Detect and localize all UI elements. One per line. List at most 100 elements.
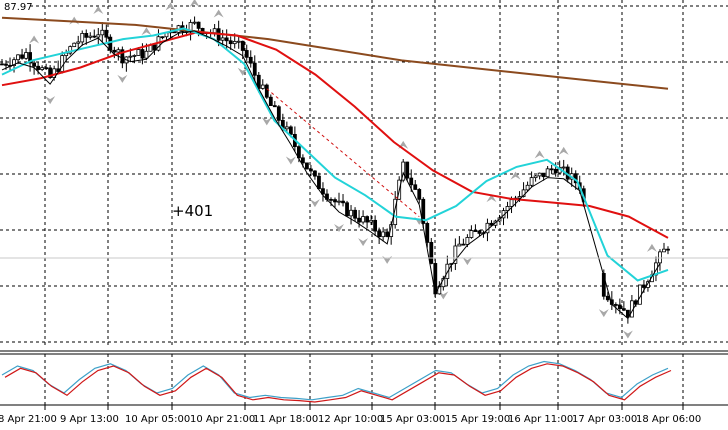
candle-body-86 — [345, 202, 349, 217]
candle-body-115 — [461, 243, 466, 246]
fractal-markers — [29, 0, 657, 339]
candle-body-77 — [309, 168, 313, 172]
candle-body-92 — [369, 219, 374, 223]
candle-body-63 — [252, 62, 257, 76]
series-line-cyan-ma — [1, 27, 669, 282]
candle-body-57 — [228, 40, 233, 45]
candle-body-82 — [329, 198, 333, 201]
candle-body-71 — [284, 126, 289, 130]
candle-body-25 — [100, 29, 105, 36]
candle-body-56 — [224, 37, 229, 42]
candle-body-104 — [417, 189, 422, 200]
candle-body-3 — [12, 59, 16, 67]
candle-body-6 — [24, 52, 28, 59]
fractal-marker-10 — [261, 117, 272, 126]
candle-body-166 — [666, 248, 670, 251]
candle-body-96 — [385, 231, 390, 237]
candle-body-76 — [305, 162, 309, 170]
candle-body-53 — [212, 28, 217, 34]
candle-body-10 — [40, 67, 45, 70]
candle-body-62 — [248, 56, 253, 64]
candle-body-84 — [337, 200, 341, 203]
x-axis: 8 Apr 21:00 9 Apr 13:00 10 Apr 05:00 10 Apr… — [0, 405, 701, 425]
fractal-marker-1 — [45, 96, 56, 105]
candle-body-134 — [537, 172, 542, 177]
candle-body-47 — [188, 22, 193, 33]
fractal-marker-7 — [189, 0, 200, 7]
candle-body-36 — [144, 50, 149, 59]
candle-body-75 — [301, 157, 305, 164]
candle-body-127 — [509, 199, 514, 207]
candle-body-100 — [401, 161, 406, 181]
annotation-label: +401 — [172, 202, 213, 220]
candle-body-154 — [617, 304, 622, 310]
candle-body-113 — [453, 245, 458, 264]
candle-body-5 — [20, 54, 24, 59]
candle-body-136 — [545, 168, 550, 178]
candle-body-119 — [477, 230, 482, 234]
candle-body-19 — [76, 41, 81, 44]
candle-body-34 — [136, 49, 141, 56]
fractal-marker-20 — [486, 194, 497, 203]
candle-body-80 — [321, 188, 325, 195]
fractal-marker-21 — [510, 171, 521, 180]
fractal-marker-13 — [334, 223, 345, 232]
fractal-marker-26 — [646, 243, 657, 252]
x-tick-label-10: 18 Apr 06:00 — [636, 414, 701, 425]
fractal-marker-5 — [141, 27, 152, 36]
fractal-marker-8 — [213, 9, 224, 18]
fractal-marker-23 — [558, 146, 569, 155]
fractal-marker-3 — [93, 5, 104, 14]
candle-body-68 — [272, 105, 277, 108]
candle-body-89 — [357, 217, 361, 223]
candle-body-95 — [381, 231, 386, 238]
candle-body-48 — [192, 21, 197, 24]
candle-body-165 — [662, 248, 666, 253]
candle-body-90 — [361, 216, 365, 223]
candle-body-83 — [333, 199, 337, 203]
x-tick-label-3: 10 Apr 21:00 — [190, 414, 255, 425]
candle-body-161 — [646, 281, 650, 288]
candle-body-135 — [541, 172, 546, 178]
fractal-marker-24 — [598, 309, 609, 318]
candle-body-30 — [120, 49, 125, 64]
x-tick-label-2: 10 Apr 05:00 — [125, 414, 190, 425]
candle-body-126 — [505, 206, 510, 211]
candle-body-133 — [533, 175, 538, 179]
oscillator-line-red — [4, 363, 672, 403]
x-tick-label-7: 15 Apr 19:00 — [445, 414, 510, 425]
candle-body-98 — [393, 198, 398, 226]
candle-body-22 — [88, 35, 93, 38]
candle-body-26 — [104, 29, 109, 38]
x-tick-label-5: 12 Apr 10:00 — [318, 414, 383, 425]
candle-body-160 — [642, 284, 646, 288]
candle-body-85 — [341, 200, 345, 204]
candle-body-12 — [48, 67, 53, 78]
candle-body-102 — [409, 177, 414, 186]
candle-body-131 — [525, 184, 530, 191]
candle-body-140 — [561, 166, 566, 169]
oscillator-line-blue — [1, 360, 669, 401]
candle-body-55 — [220, 37, 225, 41]
candle-body-61 — [244, 50, 249, 58]
candle-body-88 — [353, 209, 357, 219]
candle-body-164 — [658, 251, 662, 264]
fractal-marker-22 — [534, 150, 545, 159]
price-label: 87.97 — [4, 2, 33, 13]
candle-body-28 — [112, 49, 117, 53]
candle-body-118 — [473, 230, 478, 232]
fractal-marker-0 — [29, 35, 40, 44]
candle-body-0 — [0, 63, 4, 66]
candle-body-151 — [605, 295, 610, 301]
candle-body-27 — [108, 36, 113, 51]
fractal-marker-14 — [358, 238, 369, 247]
candle-body-29 — [116, 49, 121, 53]
candle-body-94 — [377, 230, 382, 238]
candle-body-38 — [152, 44, 157, 51]
candle-body-101 — [405, 161, 410, 179]
candle-body-69 — [276, 106, 281, 121]
candle-body-138 — [553, 168, 558, 174]
fractal-marker-4 — [117, 74, 128, 83]
fractal-marker-6 — [165, 2, 176, 11]
